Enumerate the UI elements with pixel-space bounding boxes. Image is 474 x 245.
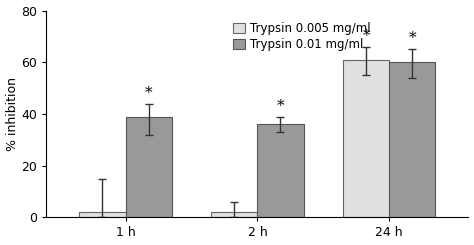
Text: *: *: [363, 29, 370, 43]
Y-axis label: % inhibition: % inhibition: [6, 77, 18, 151]
Bar: [126, 117, 172, 217]
Bar: [79, 212, 126, 217]
Legend: Trypsin 0.005 mg/ml, Trypsin 0.01 mg/ml: Trypsin 0.005 mg/ml, Trypsin 0.01 mg/ml: [229, 19, 374, 55]
Bar: [389, 62, 436, 217]
Text: *: *: [277, 99, 284, 113]
Bar: [211, 212, 257, 217]
Bar: [257, 124, 303, 217]
Text: *: *: [145, 86, 153, 100]
Text: *: *: [409, 31, 416, 46]
Bar: [343, 60, 389, 217]
